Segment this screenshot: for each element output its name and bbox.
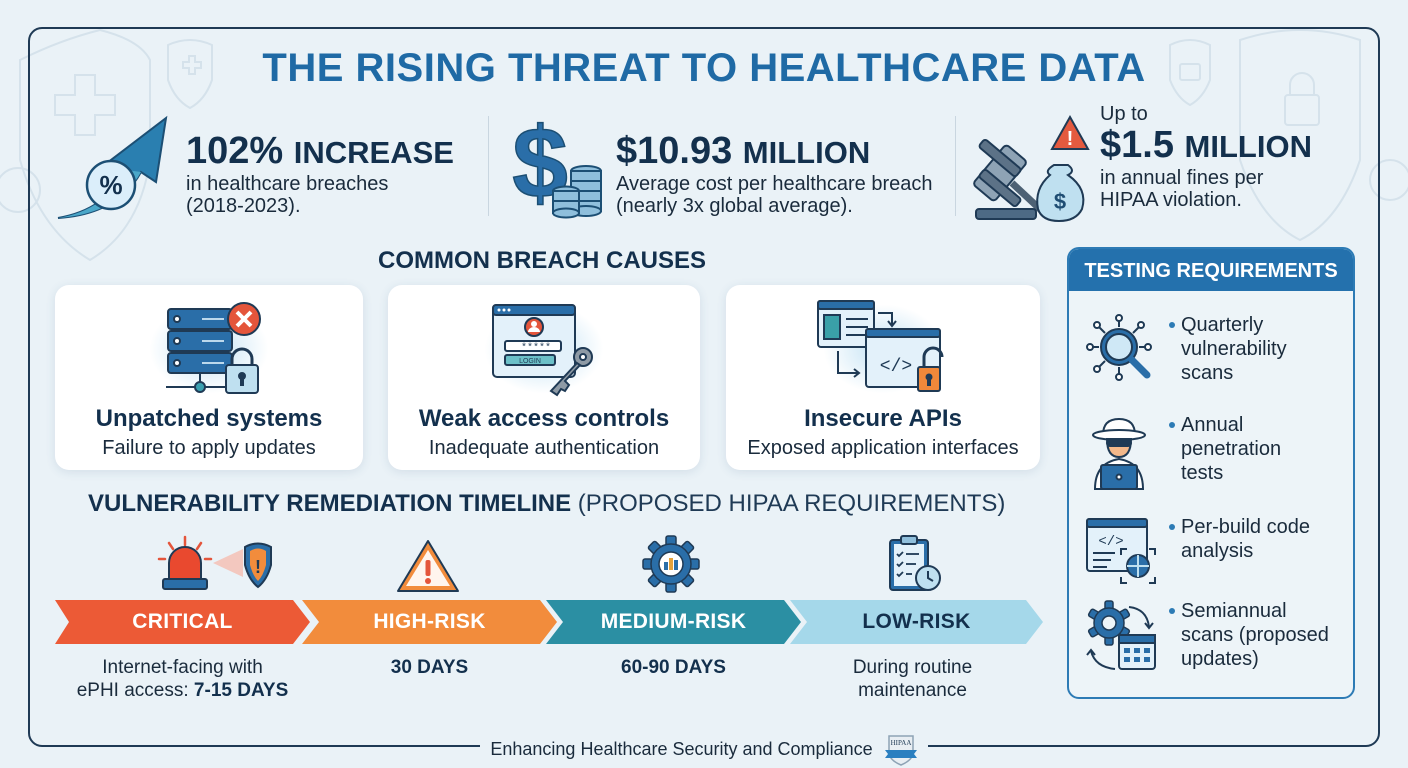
chevron-shape — [546, 600, 801, 644]
testing-item: </> Per-build code analysis — [1085, 515, 1345, 605]
bullet — [1169, 524, 1175, 530]
divider — [488, 116, 489, 216]
svg-text:!: ! — [1067, 128, 1074, 150]
stage-critical: CRITICAL — [55, 600, 310, 644]
testing-item: Quarterly vulnerability scans — [1085, 313, 1345, 403]
gavel-moneybag-icon: ! $ — [973, 114, 1090, 223]
bullet — [1169, 422, 1175, 428]
bullet — [1169, 608, 1175, 614]
desc-duration: 7-15 DAYS — [193, 680, 289, 701]
hacker-laptop-icon — [1092, 417, 1146, 490]
stat-breach-cost: $ $10.93 MILLION Average cost per health… — [508, 105, 948, 225]
magnifier-network-icon — [1086, 314, 1152, 381]
chevron-shape — [55, 600, 310, 644]
testing-item-text: Quarterly vulnerability scans — [1181, 314, 1287, 384]
stat-desc-line2: (nearly 3x global average). — [616, 195, 853, 217]
stat-unit: INCREASE — [293, 135, 454, 170]
testing-heading: TESTING REQUIREMENTS — [1069, 249, 1353, 291]
chevron-shape — [302, 600, 557, 644]
testing-item: Semiannual scans (proposed updates) — [1085, 599, 1345, 689]
clipboard-clock-icon — [889, 535, 941, 591]
stat-desc-line1: in healthcare breaches — [186, 173, 389, 195]
stat-desc-line1: in annual fines per — [1100, 167, 1264, 189]
card-title: Insecure APIs — [804, 405, 962, 432]
testing-item: Annual penetration tests — [1085, 413, 1345, 503]
desc-line: Internet-facing with — [102, 657, 263, 678]
stage-desc-critical: Internet-facing with ePHI access: 7-15 D… — [55, 656, 310, 702]
stage-low-risk: LOW-RISK — [790, 600, 1043, 644]
card-subtitle: Exposed application interfaces — [747, 437, 1019, 459]
desc-duration: 30 DAYS — [390, 657, 469, 678]
svg-text:</>: </> — [880, 357, 912, 377]
stat-desc-line1: Average cost per healthcare breach — [616, 173, 933, 195]
stat-desc-line2: HIPAA violation. — [1100, 189, 1242, 211]
siren-shield-icon: ! — [157, 535, 272, 590]
card-subtitle: Inadequate authentication — [428, 437, 660, 459]
svg-text:LOGIN: LOGIN — [519, 358, 541, 365]
stage-medium-risk: MEDIUM-RISK — [546, 600, 801, 644]
footer: Enhancing Healthcare Security and Compli… — [0, 734, 1408, 766]
gear-calendar-icon — [1086, 600, 1156, 670]
svg-text:</>: </> — [1098, 534, 1123, 550]
card-title: Unpatched systems — [95, 405, 323, 432]
breach-causes-heading: COMMON BREACH CAUSES — [378, 247, 707, 274]
stat-value: $1.5 — [1100, 124, 1174, 166]
testing-item-text: Per-build code analysis — [1181, 516, 1310, 562]
timeline-heading-bold: VULNERABILITY REMEDIATION TIMELINE — [88, 490, 572, 517]
desc-line: ePHI access: — [76, 680, 194, 701]
svg-text:HIPAA: HIPAA — [890, 739, 911, 747]
svg-text:%: % — [99, 170, 122, 200]
stage-label: LOW-RISK — [862, 610, 971, 633]
stat-value: $10.93 — [616, 130, 733, 172]
card-title: Weak access controls — [418, 405, 670, 432]
stage-high-risk: HIGH-RISK — [302, 600, 557, 644]
divider — [955, 116, 956, 216]
stat-prefix: Up to — [1100, 103, 1148, 125]
stat-hipaa-fines: ! $ Up to $1.5 MILLION in annual fines p… — [972, 103, 1372, 225]
stage-desc-medium: 60-90 DAYS — [546, 656, 801, 679]
timeline-heading-light: (PROPOSED HIPAA REQUIREMENTS) — [577, 490, 1006, 517]
desc-line: maintenance — [858, 680, 967, 701]
svg-text:!: ! — [255, 557, 261, 577]
svg-text:*****: ***** — [521, 342, 551, 354]
testing-item-text: Semiannual scans (proposed updates) — [1181, 600, 1329, 670]
card-subtitle: Failure to apply updates — [102, 437, 316, 459]
timeline-heading: VULNERABILITY REMEDIATION TIMELINE (PROP… — [88, 490, 1005, 518]
stat-breach-increase: % 102% INCREASE in healthcare breaches (… — [56, 105, 476, 225]
testing-item-text: Annual penetration tests — [1181, 414, 1282, 484]
stat-unit: MILLION — [1184, 129, 1312, 164]
cause-card-insecure-apis: </> Insecure APIs Exposed application in… — [726, 285, 1040, 470]
stat-desc-line2: (2018-2023). — [186, 195, 301, 217]
page-title: THE RISING THREAT TO HEALTHCARE DATA — [262, 46, 1146, 90]
server-x-lock-icon — [166, 302, 261, 394]
testing-requirements-panel: TESTING REQUIREMENTS Quarterly vulnerabi… — [1067, 247, 1355, 699]
warning-triangle-icon — [397, 540, 459, 592]
login-key-icon: ***** LOGIN — [492, 304, 593, 397]
desc-line: During routine — [852, 657, 973, 678]
stage-label: HIGH-RISK — [373, 610, 486, 633]
footer-tagline: Enhancing Healthcare Security and Compli… — [490, 738, 873, 759]
api-unlocked-icon: </> — [817, 300, 944, 392]
desc-duration: 60-90 DAYS — [621, 657, 726, 678]
code-analysis-icon: </> — [1086, 518, 1156, 584]
stage-desc-high: 30 DAYS — [302, 656, 557, 679]
bullet — [1169, 322, 1175, 328]
stage-label: CRITICAL — [132, 610, 233, 633]
percent-arrow-icon: % — [57, 115, 168, 219]
svg-text:$: $ — [1054, 189, 1066, 214]
stage-label: MEDIUM-RISK — [600, 610, 747, 633]
cause-card-weak-access: ***** LOGIN Weak access controls Inadequ… — [388, 285, 700, 470]
stat-value: 102% — [186, 130, 284, 172]
dollar-coins-icon: $ — [511, 106, 602, 220]
stat-unit: MILLION — [742, 135, 871, 170]
footer-text: Enhancing Healthcare Security and Compli… — [480, 734, 928, 766]
stage-desc-low: During routine maintenance — [790, 656, 1035, 702]
cause-card-unpatched: Unpatched systems Failure to apply updat… — [55, 285, 363, 470]
chevron-shape — [790, 600, 1043, 644]
gear-chart-icon — [642, 535, 700, 593]
hipaa-badge-icon: HIPAA — [884, 735, 917, 766]
